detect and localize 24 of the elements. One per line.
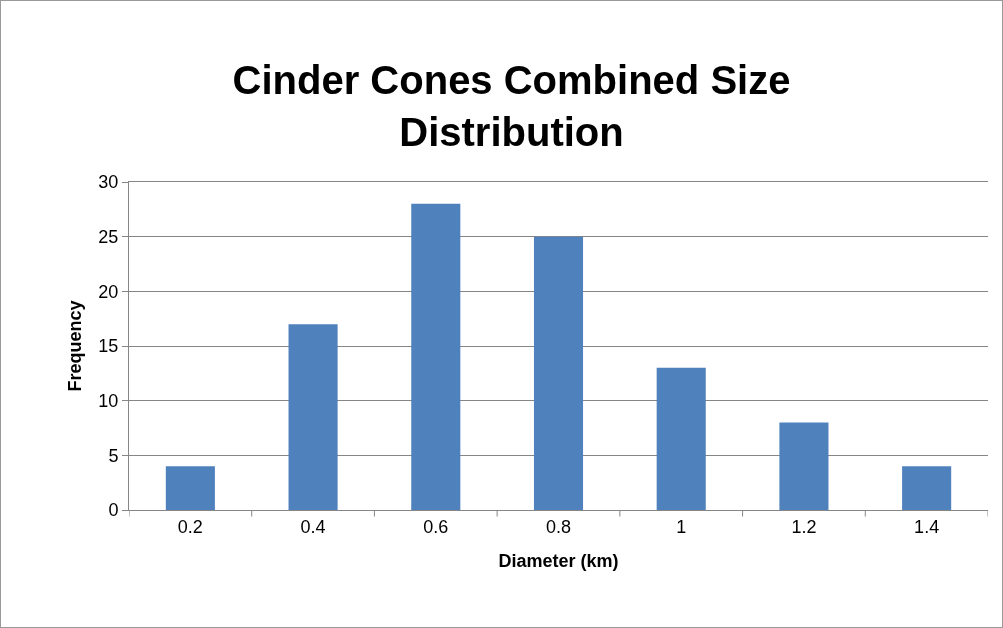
x-tick-label: 0.4 — [300, 516, 326, 537]
x-tick-label: 1.2 — [791, 516, 817, 537]
y-tick-label: 30 — [98, 172, 119, 193]
bar — [533, 236, 584, 510]
x-tick-label: 0.6 — [423, 516, 449, 537]
x-tick-label: 1 — [676, 516, 687, 537]
y-tick-label: 10 — [98, 390, 119, 411]
bar — [288, 324, 338, 510]
bar — [779, 422, 829, 510]
bar — [656, 367, 706, 510]
x-tick-label: 0.8 — [545, 516, 572, 537]
y-tick-label: 25 — [98, 226, 119, 247]
x-tick-label: 1.4 — [914, 516, 940, 537]
chart-title: Cinder Cones Combined Size Distribution — [232, 57, 791, 154]
bar — [165, 466, 215, 510]
y-tick-label: 15 — [98, 336, 119, 357]
x-tick-label: 0.2 — [177, 516, 203, 537]
bar — [411, 203, 461, 510]
y-tick-label: 5 — [108, 445, 119, 466]
x-axis-title: Diameter (km) — [498, 550, 619, 571]
y-tick-label: 0 — [108, 500, 119, 521]
bar — [902, 466, 952, 510]
y-tick-label: 20 — [98, 281, 119, 302]
y-axis-title: Frequency — [64, 300, 85, 392]
